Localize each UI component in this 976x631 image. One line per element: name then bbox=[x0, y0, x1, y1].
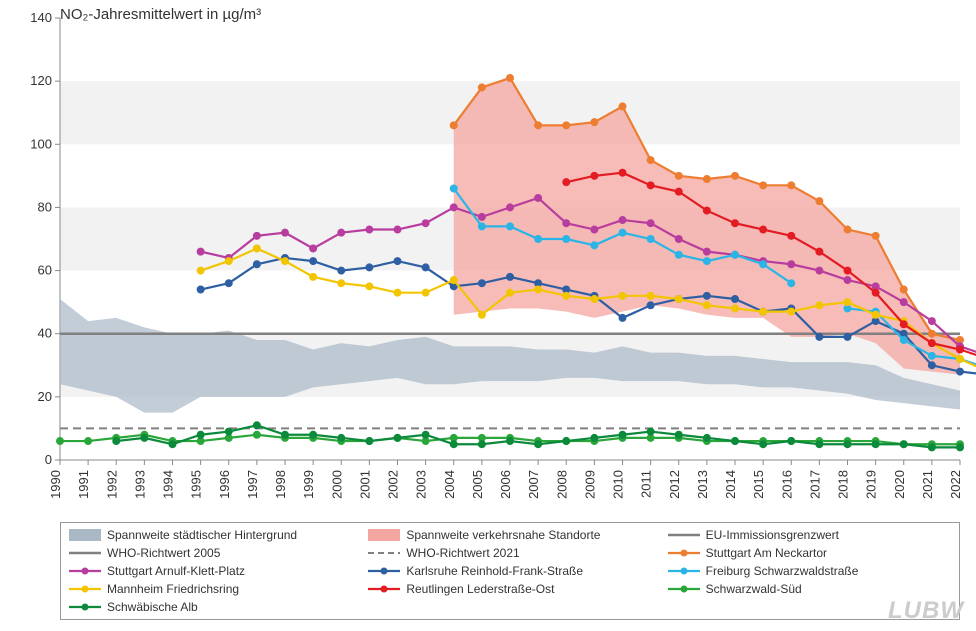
svg-text:1992: 1992 bbox=[104, 470, 119, 499]
legend-swatch bbox=[69, 529, 101, 541]
svg-text:2012: 2012 bbox=[667, 470, 682, 499]
legend-item: WHO-Richtwert 2021 bbox=[368, 545, 651, 561]
svg-text:2015: 2015 bbox=[751, 470, 766, 499]
svg-text:1994: 1994 bbox=[161, 470, 176, 499]
svg-text:1990: 1990 bbox=[48, 470, 63, 499]
legend-label: Stuttgart Am Neckartor bbox=[706, 546, 827, 560]
svg-text:2019: 2019 bbox=[864, 470, 879, 499]
svg-text:2020: 2020 bbox=[892, 470, 907, 499]
svg-text:1996: 1996 bbox=[217, 470, 232, 499]
svg-text:2018: 2018 bbox=[836, 470, 851, 499]
legend-swatch bbox=[368, 583, 400, 595]
legend-label: Schwäbische Alb bbox=[107, 600, 198, 614]
svg-text:80: 80 bbox=[38, 199, 52, 214]
svg-text:1999: 1999 bbox=[301, 470, 316, 499]
svg-text:100: 100 bbox=[30, 136, 52, 151]
legend-item: Mannheim Friedrichsring bbox=[69, 581, 352, 597]
legend-item: Spannweite städtischer Hintergrund bbox=[69, 527, 352, 543]
legend-label: WHO-Richtwert 2021 bbox=[406, 546, 519, 560]
svg-text:2009: 2009 bbox=[582, 470, 597, 499]
legend-item: Karlsruhe Reinhold-Frank-Straße bbox=[368, 563, 651, 579]
svg-text:2007: 2007 bbox=[526, 470, 541, 499]
svg-text:1995: 1995 bbox=[189, 470, 204, 499]
svg-text:120: 120 bbox=[30, 73, 52, 88]
legend-swatch bbox=[69, 601, 101, 613]
watermark-logo: LUBW bbox=[888, 597, 964, 625]
legend-swatch bbox=[69, 547, 101, 559]
legend-swatch bbox=[668, 583, 700, 595]
svg-text:2017: 2017 bbox=[807, 470, 822, 499]
svg-text:2000: 2000 bbox=[329, 470, 344, 499]
svg-text:0: 0 bbox=[45, 452, 52, 467]
svg-text:1993: 1993 bbox=[132, 470, 147, 499]
legend-swatch bbox=[69, 565, 101, 577]
svg-text:2001: 2001 bbox=[357, 470, 372, 499]
svg-text:40: 40 bbox=[38, 326, 52, 341]
legend-label: Stuttgart Arnulf-Klett-Platz bbox=[107, 564, 245, 578]
legend-label: Freiburg Schwarzwaldstraße bbox=[706, 564, 859, 578]
legend-item: Reutlingen Lederstraße-Ost bbox=[368, 581, 651, 597]
svg-text:2003: 2003 bbox=[414, 470, 429, 499]
svg-text:1998: 1998 bbox=[273, 470, 288, 499]
legend-item: Stuttgart Am Neckartor bbox=[668, 545, 951, 561]
legend-swatch bbox=[668, 529, 700, 541]
svg-text:2022: 2022 bbox=[948, 470, 963, 499]
svg-text:1991: 1991 bbox=[76, 470, 91, 499]
legend-item: Spannweite verkehrsnahe Standorte bbox=[368, 527, 651, 543]
legend-item: WHO-Richtwert 2005 bbox=[69, 545, 352, 561]
legend-label: EU-Immissionsgrenzwert bbox=[706, 528, 839, 542]
legend-label: Reutlingen Lederstraße-Ost bbox=[406, 582, 554, 596]
legend-item: Freiburg Schwarzwaldstraße bbox=[668, 563, 951, 579]
legend-label: WHO-Richtwert 2005 bbox=[107, 546, 220, 560]
chart-svg: 0 20 40 60 80 100 120 140 1990 1991 1992 1993 1994 19… bbox=[0, 0, 976, 520]
svg-text:2016: 2016 bbox=[779, 470, 794, 499]
legend-label: Karlsruhe Reinhold-Frank-Straße bbox=[406, 564, 583, 578]
legend-item: Stuttgart Arnulf-Klett-Platz bbox=[69, 563, 352, 579]
legend-swatch bbox=[368, 547, 400, 559]
svg-text:20: 20 bbox=[38, 389, 52, 404]
svg-text:2005: 2005 bbox=[470, 470, 485, 499]
legend-item: Schwäbische Alb bbox=[69, 599, 352, 615]
legend-swatch bbox=[668, 565, 700, 577]
legend-label: Spannweite städtischer Hintergrund bbox=[107, 528, 297, 542]
svg-text:60: 60 bbox=[38, 263, 52, 278]
legend-label: Mannheim Friedrichsring bbox=[107, 582, 239, 596]
svg-text:2011: 2011 bbox=[639, 470, 654, 498]
svg-text:2008: 2008 bbox=[554, 470, 569, 499]
svg-text:2014: 2014 bbox=[723, 470, 738, 499]
svg-text:2021: 2021 bbox=[920, 470, 935, 499]
legend: Spannweite städtischer Hintergrund Spannw… bbox=[60, 522, 960, 620]
svg-text:2004: 2004 bbox=[442, 470, 457, 499]
legend-item: Schwarzwald-Süd bbox=[668, 581, 951, 597]
chart-title: NO₂-Jahresmittelwert in µg/m³ bbox=[60, 6, 261, 23]
legend-swatch bbox=[69, 583, 101, 595]
legend-label: Schwarzwald-Süd bbox=[706, 582, 802, 596]
svg-text:2010: 2010 bbox=[611, 470, 626, 499]
svg-text:2002: 2002 bbox=[386, 470, 401, 499]
legend-swatch bbox=[368, 565, 400, 577]
svg-text:1997: 1997 bbox=[245, 470, 260, 499]
svg-text:2013: 2013 bbox=[695, 470, 710, 499]
svg-text:140: 140 bbox=[30, 10, 52, 25]
legend-label: Spannweite verkehrsnahe Standorte bbox=[406, 528, 600, 542]
chart-container: NO₂-Jahresmittelwert in µg/m³ 0 20 40 60 80 1… bbox=[0, 0, 976, 631]
legend-swatch bbox=[368, 529, 400, 541]
svg-text:2006: 2006 bbox=[498, 470, 513, 499]
legend-swatch bbox=[668, 547, 700, 559]
legend-item: EU-Immissionsgrenzwert bbox=[668, 527, 951, 543]
